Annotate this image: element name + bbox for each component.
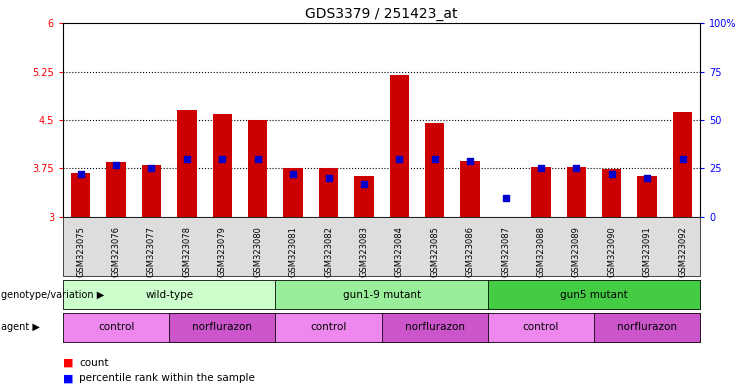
Text: GSM323091: GSM323091 [642, 226, 651, 276]
Point [75, 171, 87, 177]
Text: GSM323081: GSM323081 [288, 226, 298, 277]
Text: GSM323080: GSM323080 [253, 226, 262, 277]
Text: agent ▶: agent ▶ [1, 322, 40, 333]
Point [393, 156, 405, 162]
Point [571, 166, 582, 172]
Text: GSM323084: GSM323084 [395, 226, 404, 277]
Bar [531, 167, 551, 217]
Text: wild-type: wild-type [145, 290, 193, 300]
Text: genotype/variation ▶: genotype/variation ▶ [1, 290, 104, 300]
Text: GSM323090: GSM323090 [607, 226, 617, 276]
Point [499, 195, 511, 201]
Text: GSM323088: GSM323088 [536, 226, 545, 277]
Point [181, 156, 193, 162]
Text: GSM323076: GSM323076 [112, 226, 121, 277]
Bar [354, 176, 373, 217]
Text: ■: ■ [63, 358, 73, 368]
Text: control: control [310, 322, 347, 333]
Point [641, 175, 653, 181]
Bar [567, 167, 586, 217]
Bar [213, 114, 232, 217]
Point [216, 156, 228, 162]
Text: GSM323087: GSM323087 [501, 226, 510, 277]
Text: norflurazon: norflurazon [617, 322, 677, 333]
Bar [319, 168, 338, 217]
Bar [460, 161, 480, 217]
Bar [425, 122, 445, 217]
Point [535, 166, 547, 172]
Point [252, 156, 264, 162]
Text: GSM323079: GSM323079 [218, 226, 227, 277]
Text: gun5 mutant: gun5 mutant [560, 290, 628, 300]
Text: control: control [522, 322, 559, 333]
Bar [177, 110, 196, 217]
Text: ■: ■ [63, 373, 73, 383]
Bar [248, 120, 268, 217]
Point [464, 158, 476, 164]
Text: GSM323077: GSM323077 [147, 226, 156, 277]
Text: GSM323089: GSM323089 [572, 226, 581, 277]
Text: norflurazon: norflurazon [405, 322, 465, 333]
Text: GSM323083: GSM323083 [359, 226, 368, 277]
Bar [673, 112, 692, 217]
Text: GSM323085: GSM323085 [431, 226, 439, 277]
Text: control: control [98, 322, 134, 333]
Point [288, 171, 299, 177]
Bar [637, 176, 657, 217]
Text: norflurazon: norflurazon [193, 322, 252, 333]
Text: GSM323078: GSM323078 [182, 226, 191, 277]
Bar [107, 162, 126, 217]
Text: percentile rank within the sample: percentile rank within the sample [79, 373, 255, 383]
Bar [390, 75, 409, 217]
Point [145, 166, 157, 172]
Text: gun1-9 mutant: gun1-9 mutant [342, 290, 421, 300]
Text: count: count [79, 358, 109, 368]
Bar [602, 169, 622, 217]
Text: GSM323075: GSM323075 [76, 226, 85, 277]
Text: GSM323092: GSM323092 [678, 226, 687, 276]
Point [606, 171, 618, 177]
Bar [142, 165, 162, 217]
Point [110, 162, 122, 168]
Point [677, 156, 688, 162]
Text: GSM323086: GSM323086 [465, 226, 475, 277]
Point [322, 175, 334, 181]
Bar [496, 217, 515, 218]
Bar [283, 168, 303, 217]
Text: GSM323082: GSM323082 [324, 226, 333, 277]
Point [358, 181, 370, 187]
Bar [71, 173, 90, 217]
Point [429, 156, 441, 162]
Title: GDS3379 / 251423_at: GDS3379 / 251423_at [305, 7, 458, 21]
